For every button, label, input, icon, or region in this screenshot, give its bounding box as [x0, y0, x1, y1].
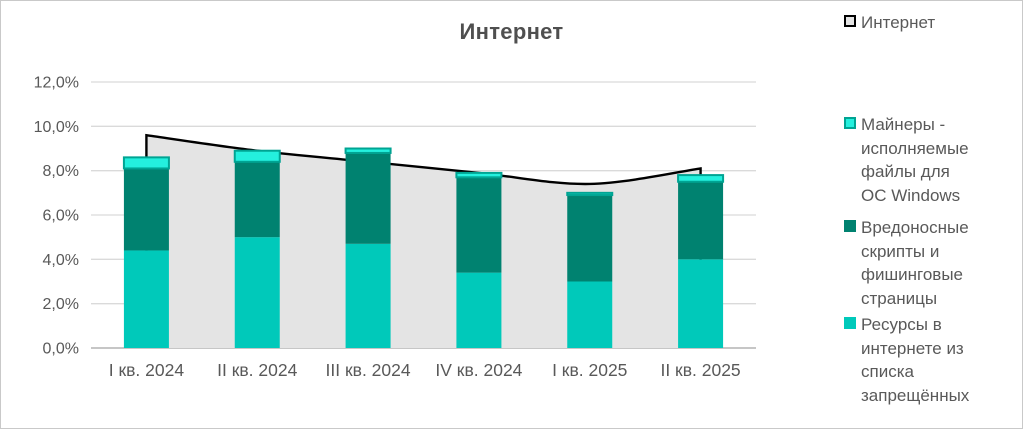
- y-axis-tick-label: 12,0%: [34, 75, 79, 92]
- bar-segment: [677, 174, 725, 183]
- x-axis-label: II кв. 2024: [217, 360, 297, 380]
- legend-item-miners: Майнеры - исполняемые файлы для ОС Windo…: [844, 113, 979, 207]
- x-axis-label: I кв. 2025: [552, 360, 627, 380]
- bar-segment: [567, 281, 613, 348]
- bar-segment: [455, 171, 503, 179]
- x-axis-label: I кв. 2024: [109, 360, 185, 380]
- legend-label-banned-resources: Ресурсы в интернете из списка запрещённы…: [861, 315, 970, 405]
- legend-item-internet: Интернет: [844, 11, 979, 35]
- internet-area: [146, 135, 701, 348]
- y-axis-tick-label: 8,0%: [43, 163, 79, 180]
- bar-segment: [122, 156, 170, 170]
- chart-title: Интернет: [459, 19, 564, 44]
- x-axis-label: II кв. 2025: [660, 360, 740, 380]
- bar-segment: [123, 168, 169, 251]
- y-axis-tick-label: 6,0%: [43, 208, 79, 225]
- legend-item-malicious-scripts: Вредоносные скрипты и фишинговые страниц…: [844, 216, 979, 310]
- bar-segment: [123, 250, 169, 348]
- y-axis-tick-label: 4,0%: [43, 252, 79, 269]
- bar-segment: [233, 149, 281, 163]
- bar-segment: [345, 243, 391, 348]
- y-axis-tick-label: 2,0%: [43, 296, 79, 313]
- chart-legend: Интернет Майнеры - исполняемые файлы для…: [844, 1, 1019, 428]
- bar-segment: [567, 195, 613, 282]
- legend-item-banned-resources: Ресурсы в интернете из списка запрещённы…: [844, 313, 979, 407]
- legend-swatch-malicious-scripts-icon: [844, 220, 856, 232]
- bar-segment: [456, 272, 502, 348]
- legend-label-miners: Майнеры - исполняемые файлы для ОС Windo…: [861, 115, 969, 205]
- legend-label-malicious-scripts: Вредоносные скрипты и фишинговые страниц…: [861, 218, 969, 308]
- bar-segment: [234, 161, 280, 238]
- internet-line: [145, 133, 702, 348]
- bar-segment: [456, 177, 502, 273]
- legend-swatch-internet-icon: [844, 15, 856, 27]
- bar-segment: [678, 181, 724, 260]
- legend-label-internet: Интернет: [861, 13, 936, 32]
- legend-swatch-miners-icon: [844, 117, 856, 129]
- legend-swatch-banned-resources-icon: [844, 317, 856, 329]
- x-axis-label: III кв. 2024: [326, 360, 411, 380]
- x-axis-label: IV кв. 2024: [435, 360, 522, 380]
- bar-segment: [566, 191, 614, 197]
- bar-segment: [345, 152, 391, 244]
- bar-segment: [344, 147, 392, 154]
- bar-segment: [678, 259, 724, 348]
- y-axis-tick-label: 10,0%: [34, 119, 79, 136]
- y-axis-tick-label: 0,0%: [43, 341, 79, 358]
- bar-segment: [234, 237, 280, 348]
